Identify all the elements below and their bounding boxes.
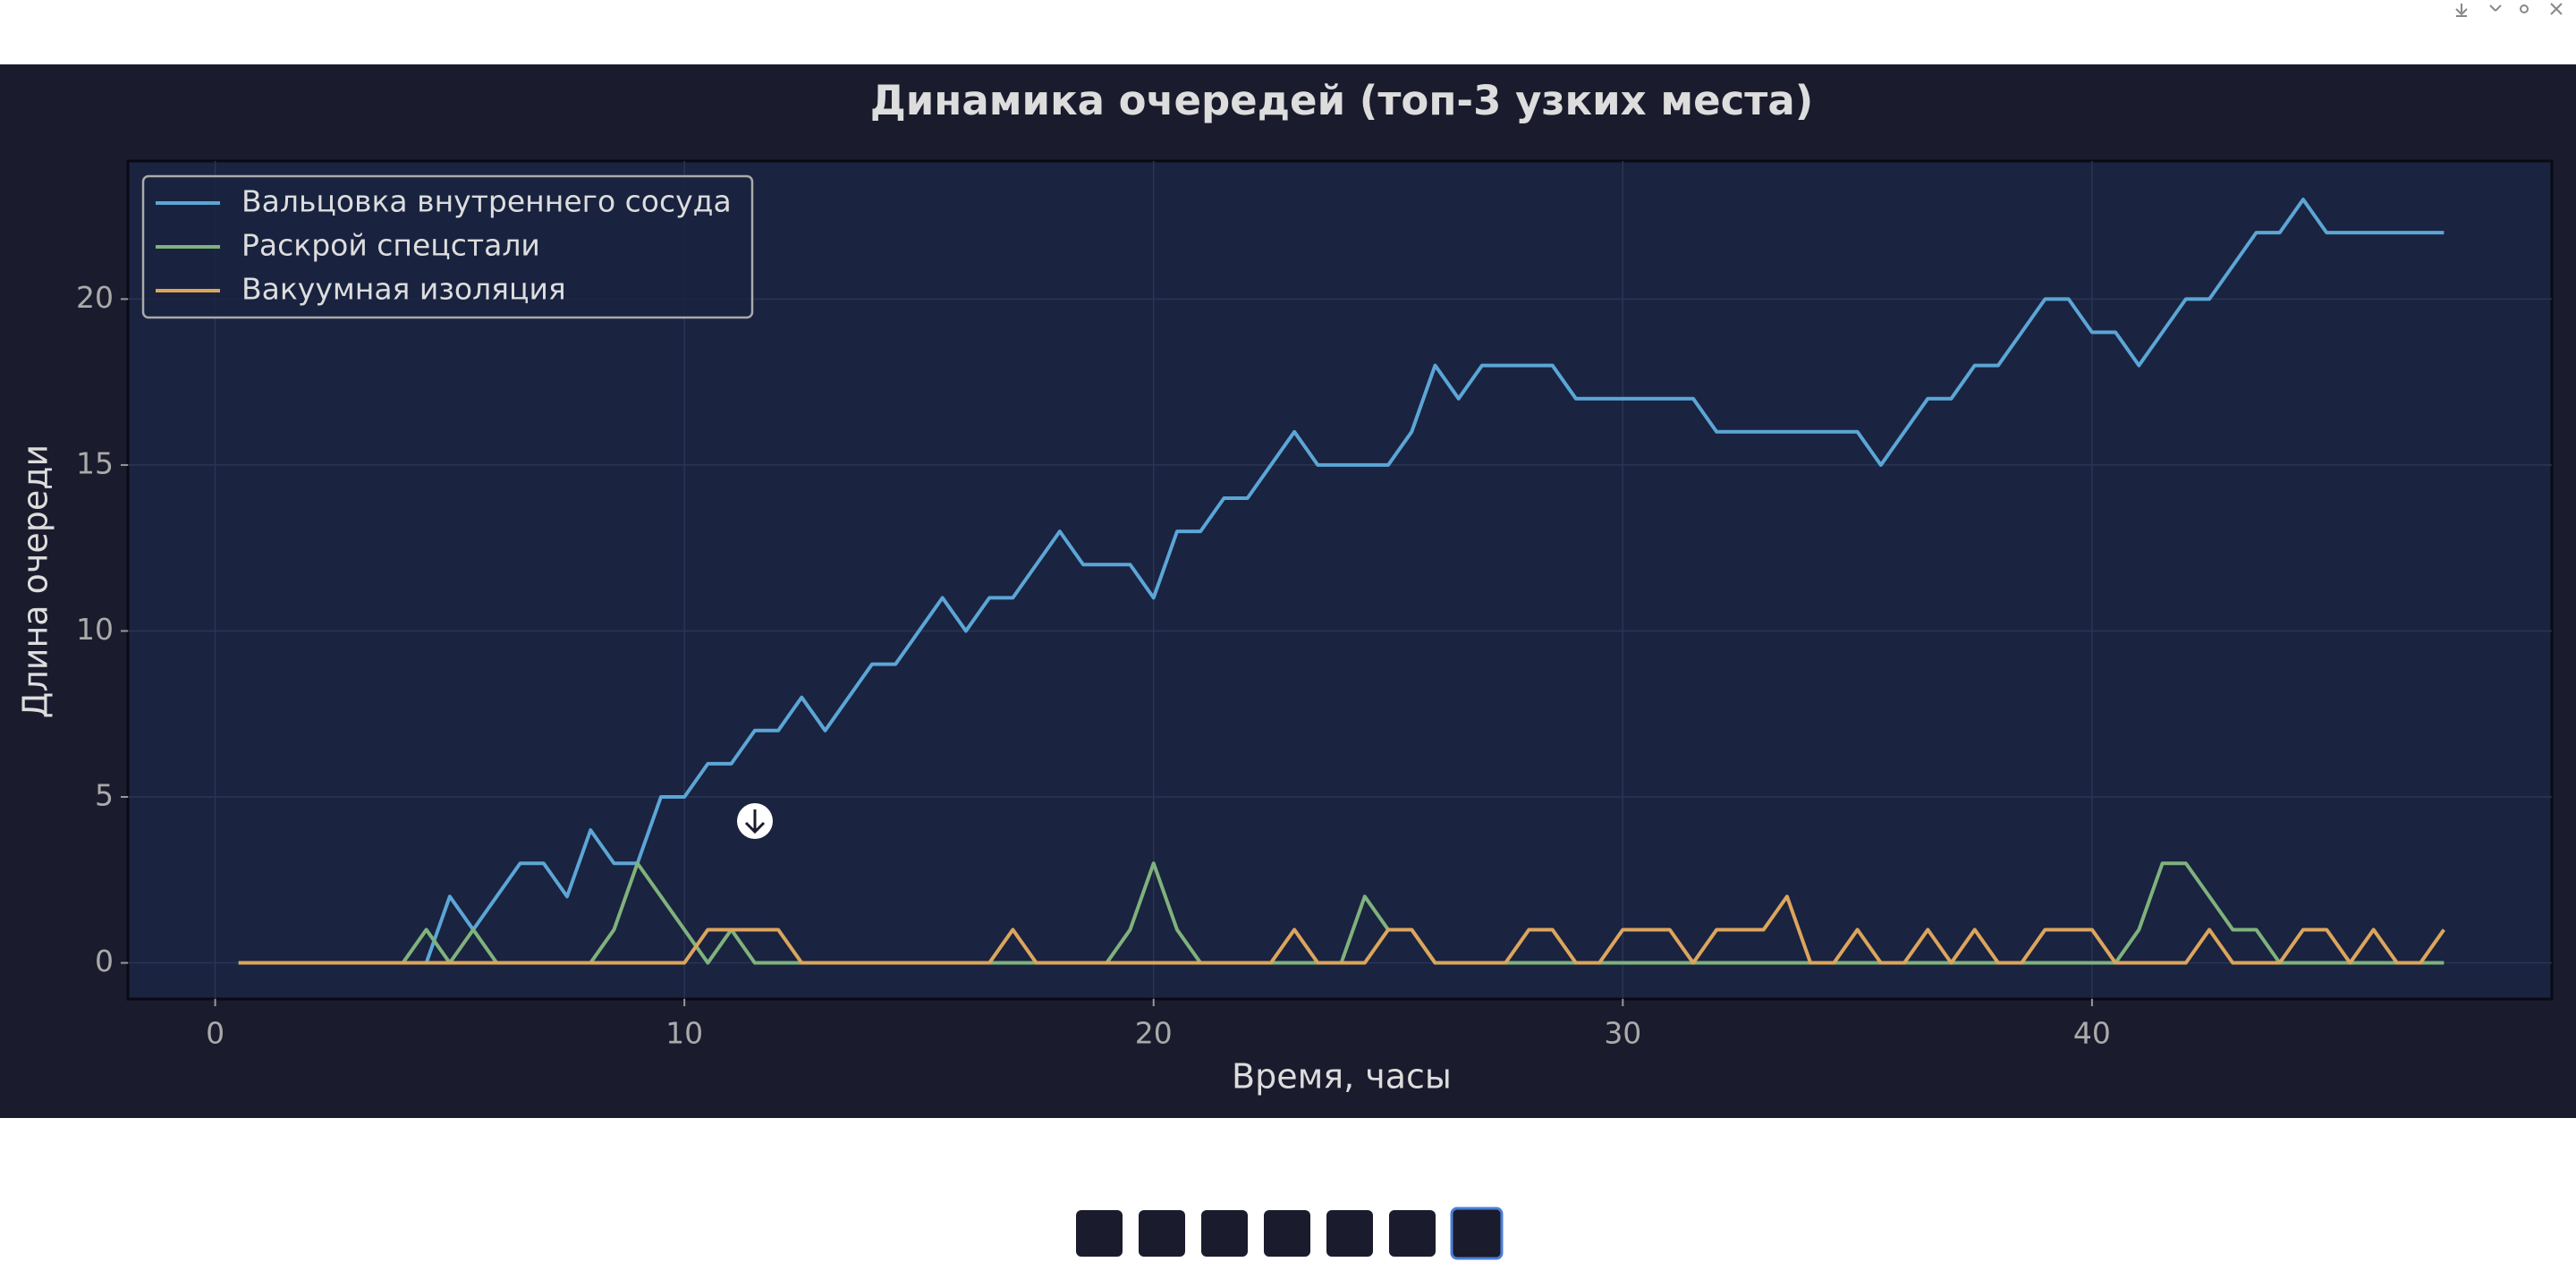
top-bar	[0, 0, 2576, 64]
window-controls[interactable]	[2455, 3, 2563, 17]
legend-label: Вальцовка внутреннего сосуда	[242, 184, 732, 219]
x-tick-label: 0	[206, 1016, 225, 1051]
y-tick-label: 20	[76, 280, 114, 315]
thumbnail[interactable]	[1139, 1210, 1185, 1257]
download-button[interactable]	[737, 803, 773, 839]
y-tick-label: 5	[95, 778, 114, 813]
thumbnail-strip[interactable]	[1076, 1207, 1504, 1260]
download-arrow	[744, 809, 766, 834]
legend-label: Вакуумная изоляция	[242, 272, 566, 307]
thumbnail[interactable]	[1201, 1210, 1248, 1257]
legend-label: Раскрой спецстали	[242, 228, 540, 263]
y-tick-label: 10	[76, 612, 114, 647]
y-tick-label: 0	[95, 944, 114, 978]
thumbnail-active[interactable]	[1450, 1207, 1504, 1260]
x-tick-label: 10	[665, 1016, 703, 1051]
y-tick-label: 15	[76, 445, 114, 480]
thumbnail[interactable]	[1326, 1210, 1373, 1257]
x-tick-label: 30	[1604, 1016, 1641, 1051]
x-axis-label: Время, часы	[1232, 1057, 1452, 1097]
legend-box	[141, 174, 754, 319]
y-axis-label: Длина очереди	[16, 445, 55, 718]
x-tick-label: 20	[1135, 1016, 1173, 1051]
thumbnail[interactable]	[1076, 1210, 1123, 1257]
x-tick-label: 40	[2073, 1016, 2111, 1051]
series-line	[238, 894, 2445, 965]
thumbnail[interactable]	[1264, 1210, 1310, 1257]
series-line	[238, 198, 2445, 965]
thumbnail[interactable]	[1389, 1210, 1436, 1257]
legend: Вальцовка внутреннего сосуда Раскрой спец…	[141, 174, 754, 319]
chart-title: Динамика очередей (топ-3 узких места)	[870, 77, 1814, 124]
